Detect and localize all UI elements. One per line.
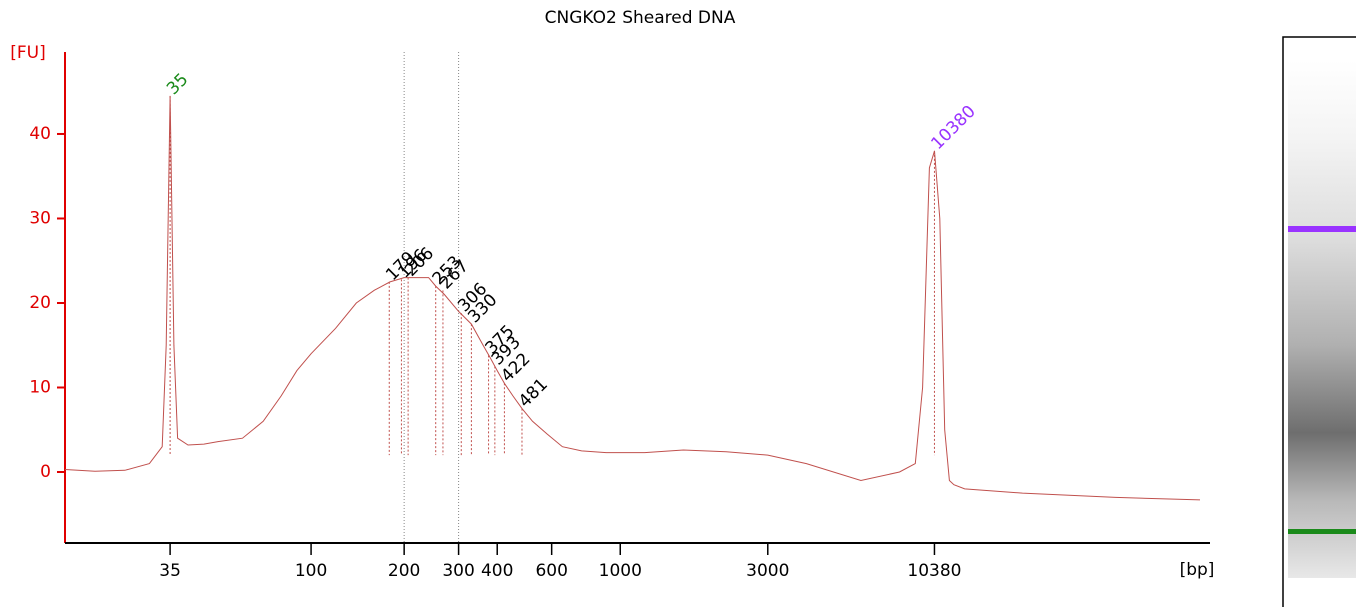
- y-tick-label: 0: [40, 462, 51, 482]
- trace: [64, 95, 1201, 501]
- y-axis-label: [FU]: [10, 43, 46, 63]
- x-tick-label: 300: [442, 561, 474, 581]
- peak-label: 35: [163, 70, 192, 99]
- x-tick-label: 35: [159, 561, 181, 581]
- x-axis-label: [bp]: [1180, 560, 1215, 580]
- x-tick-label: 400: [481, 561, 513, 581]
- y-tick-label: 30: [29, 208, 51, 228]
- x-tick-label: 600: [535, 561, 567, 581]
- y-tick-label: 10: [29, 378, 51, 398]
- y-tick-label: 40: [29, 124, 51, 144]
- x-tick-label: 10380: [907, 561, 961, 581]
- x-tick-label: 200: [388, 561, 420, 581]
- gel-smear: [1288, 60, 1356, 578]
- x-tick-label: 1000: [599, 561, 642, 581]
- peak-label: 10380: [927, 102, 979, 154]
- gel-lane: [1282, 36, 1356, 607]
- x-tick-label: 100: [295, 561, 327, 581]
- y-tick-label: 20: [29, 293, 51, 313]
- upper-marker-band: [1288, 226, 1356, 232]
- lower-marker-band: [1288, 529, 1356, 534]
- x-tick-label: 3000: [746, 561, 789, 581]
- chart-title: CNGKO2 Sheared DNA: [545, 8, 736, 28]
